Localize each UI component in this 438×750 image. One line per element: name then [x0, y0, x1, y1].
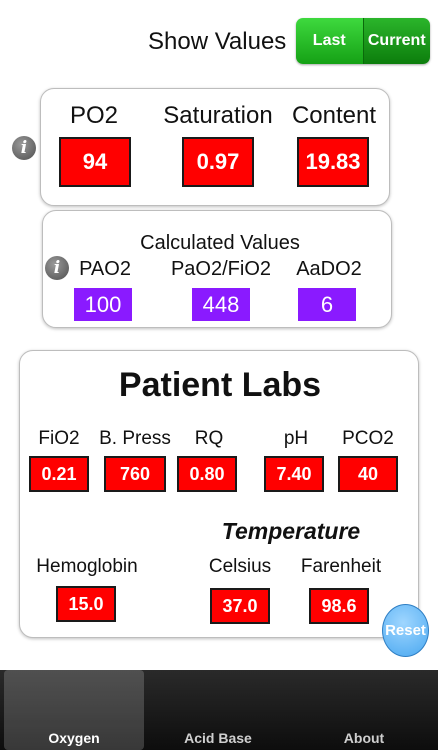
content-value[interactable]: 19.83 [297, 137, 369, 187]
patient-labs-title: Patient Labs [118, 366, 322, 404]
ph-value[interactable]: 7.40 [264, 456, 324, 492]
reset-button[interactable]: Reset [382, 604, 429, 657]
aado2-label: AaDO2 [296, 258, 362, 280]
saturation-value[interactable]: 0.97 [182, 137, 254, 187]
aado2-value: 6 [298, 288, 356, 321]
pao2-fio2-value: 448 [192, 288, 250, 321]
show-values-label: Show Values [148, 28, 287, 55]
rq-value[interactable]: 0.80 [177, 456, 237, 492]
celsius-label: Celsius [208, 556, 272, 577]
current-segment-button[interactable]: Current [362, 18, 430, 64]
saturation-label: Saturation [163, 102, 273, 129]
tab-oxygen-label: Oxygen [48, 730, 100, 746]
last-segment-button[interactable]: Last [296, 18, 363, 64]
po2-label: PO2 [69, 102, 119, 129]
hemoglobin-label: Hemoglobin [36, 556, 138, 577]
pao2-value: 100 [74, 288, 132, 321]
calculated-values-title: Calculated Values [140, 232, 300, 254]
pco2-label: PCO2 [342, 428, 394, 449]
calculated-info-icon[interactable]: i [45, 256, 69, 280]
pao2-fio2-label: PaO2/FiO2 [170, 258, 272, 280]
pao2-label: PAO2 [79, 258, 131, 280]
hemoglobin-value[interactable]: 15.0 [56, 586, 116, 622]
rq-label: RQ [194, 428, 224, 449]
bpress-label: B. Press [99, 428, 171, 449]
fio2-label: FiO2 [38, 428, 80, 449]
tab-acid-base[interactable]: Acid Base [148, 670, 288, 750]
tab-about[interactable]: About [294, 670, 434, 750]
content-label: Content [291, 102, 377, 129]
tab-about-label: About [343, 730, 385, 746]
ph-label: pH [283, 428, 309, 449]
temperature-title: Temperature [221, 518, 361, 544]
info-icon[interactable]: i [12, 136, 36, 160]
show-values-segmented-control[interactable]: Last Current [296, 18, 430, 64]
celsius-value[interactable]: 37.0 [210, 588, 270, 624]
po2-value[interactable]: 94 [59, 137, 131, 187]
bpress-value[interactable]: 760 [104, 456, 166, 492]
pco2-value[interactable]: 40 [338, 456, 398, 492]
farenheit-label: Farenheit [300, 556, 382, 577]
tab-acid-base-label: Acid Base [184, 730, 252, 746]
farenheit-value[interactable]: 98.6 [309, 588, 369, 624]
fio2-value[interactable]: 0.21 [29, 456, 89, 492]
tab-oxygen[interactable]: Oxygen [4, 670, 144, 750]
tab-bar: Oxygen Acid Base About [0, 670, 438, 750]
